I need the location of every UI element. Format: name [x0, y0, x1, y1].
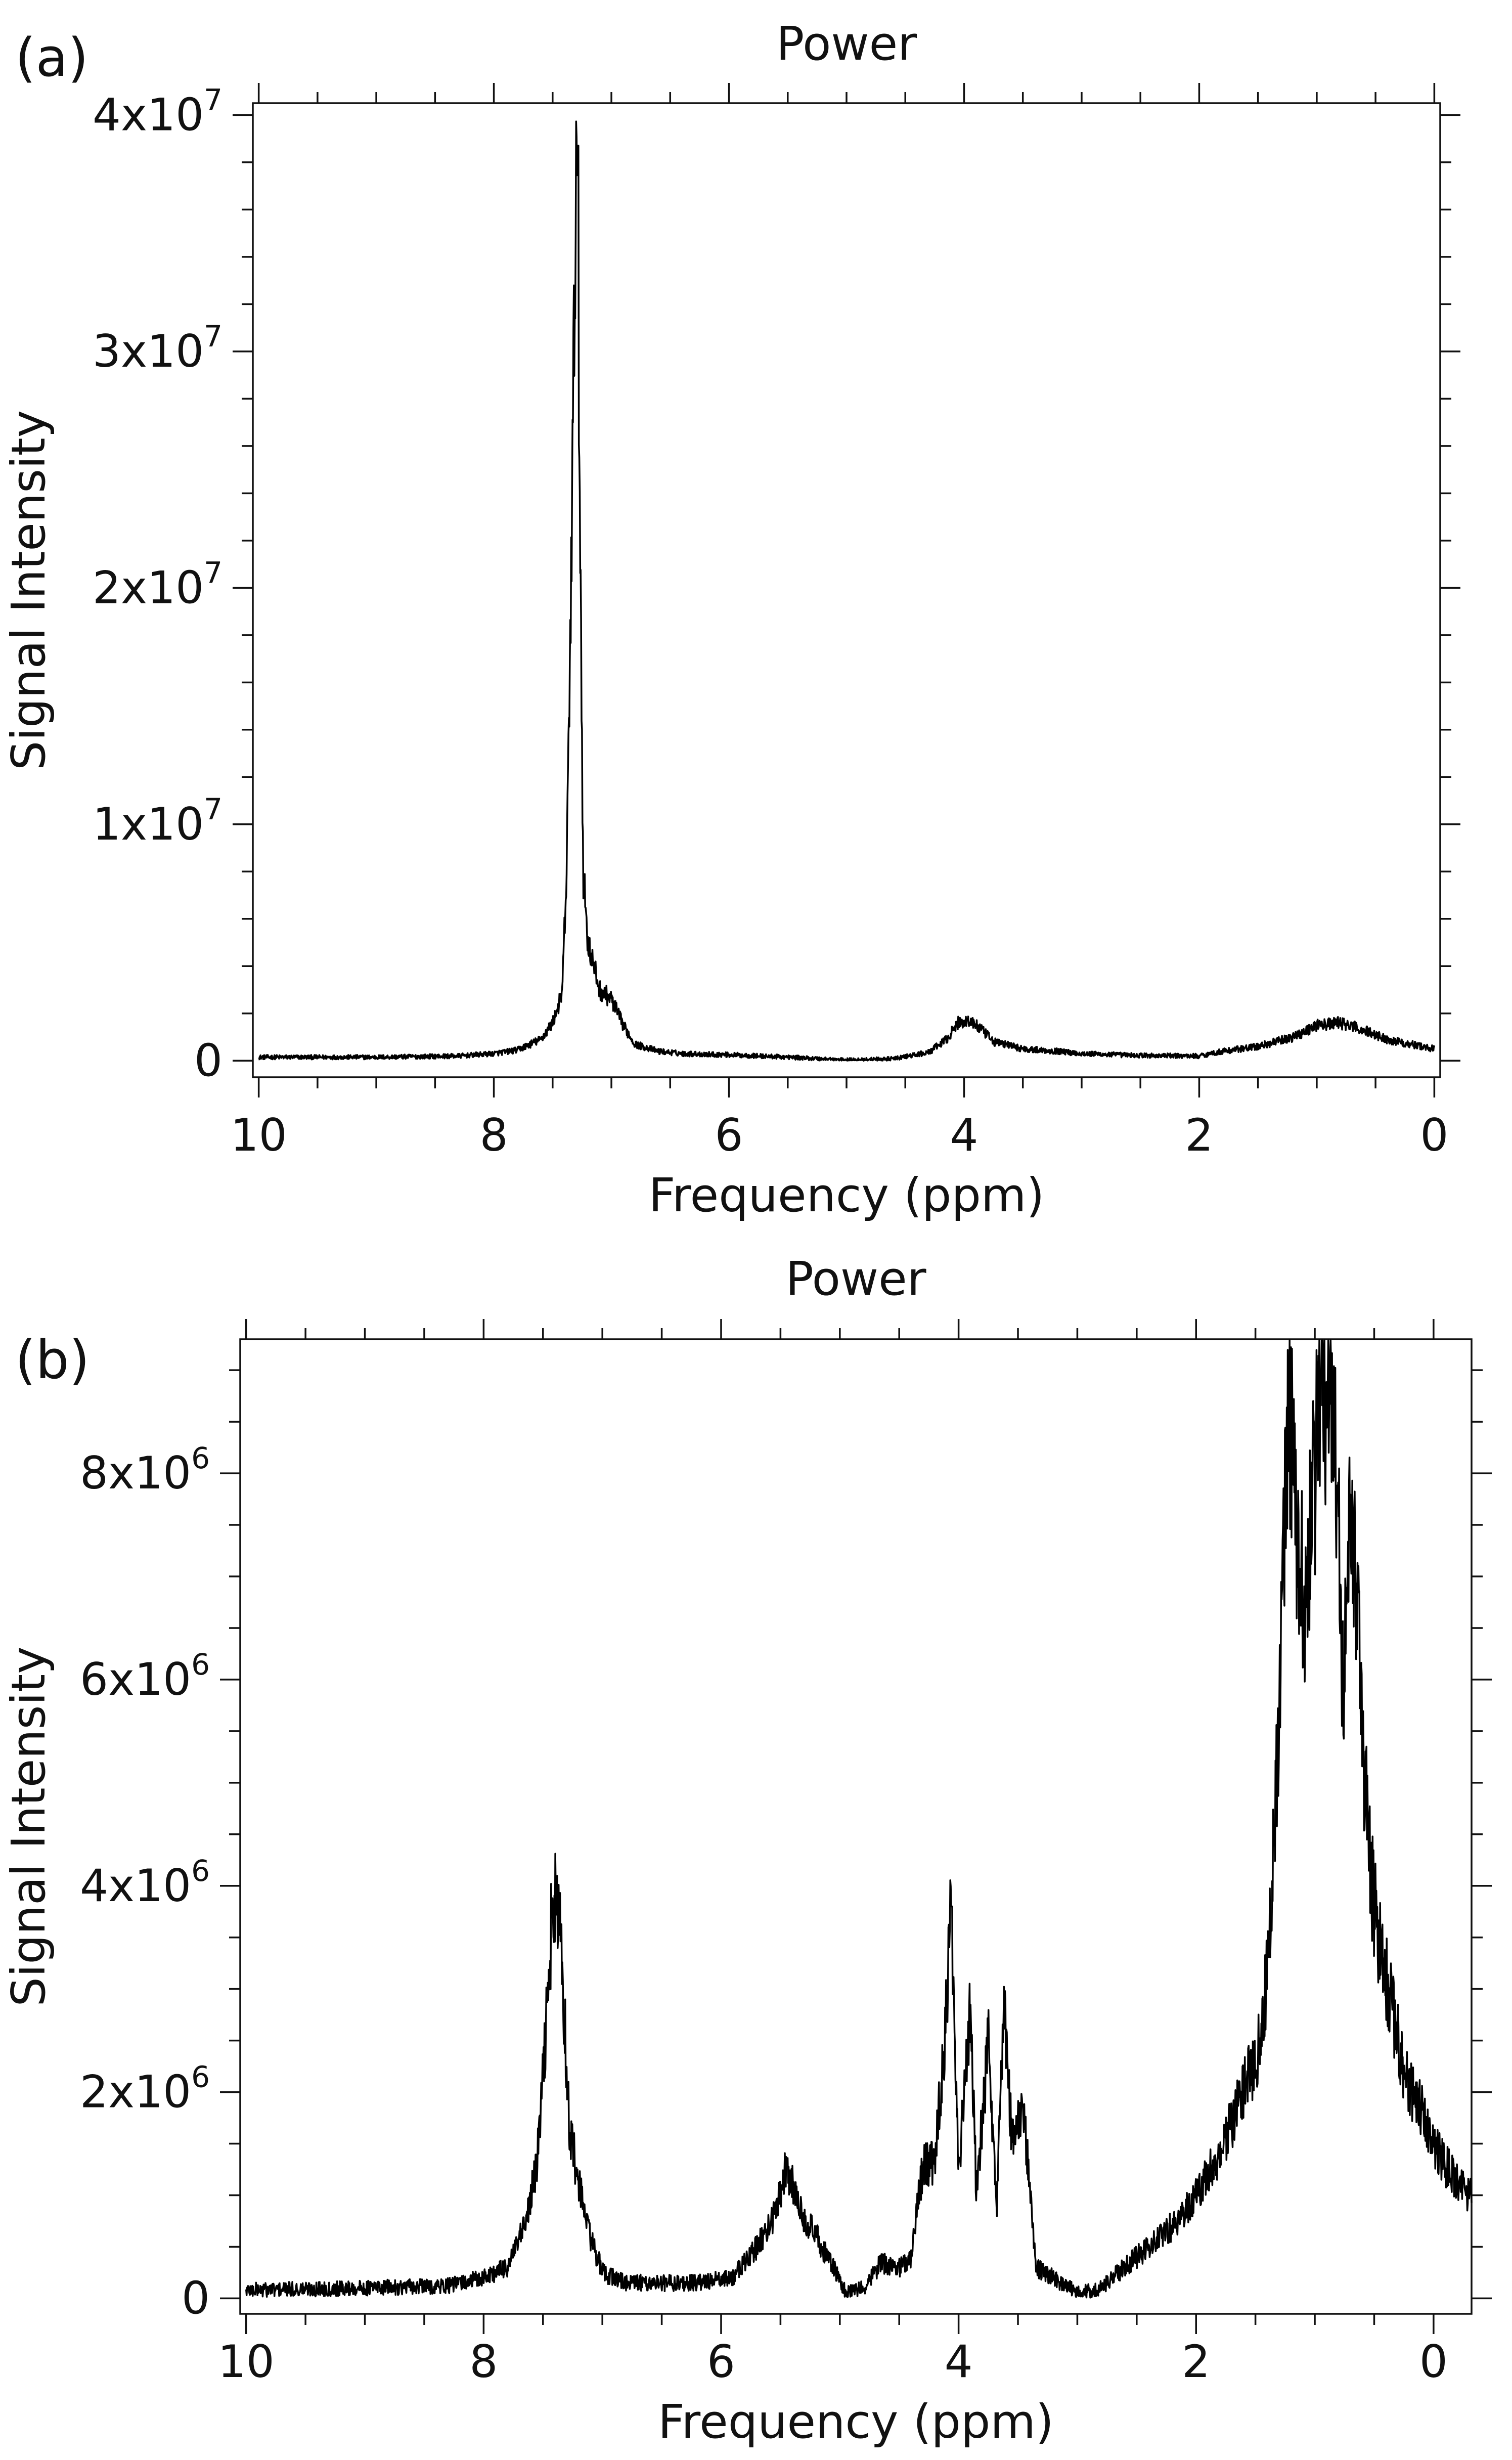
x-tick-label: 2	[1182, 2336, 1210, 2388]
x-tick-label: 4	[945, 2336, 973, 2388]
spectrum-trace	[258, 120, 1436, 1062]
y-tick-label: 0	[182, 2272, 210, 2324]
y-tick-label: 2x107	[93, 555, 223, 613]
x-tick-label: 0	[1420, 1109, 1448, 1161]
chart-title: Power	[776, 17, 917, 71]
y-tick-label: 1x107	[93, 792, 223, 850]
chart-panel-a: (a) Power Frequency (ppm) Signal Intensity 1…	[2, 17, 1460, 1222]
y-tick-label: 6x106	[80, 1647, 210, 1705]
y-tick-label: 4x106	[80, 1854, 210, 1912]
x-tick-label: 6	[715, 1109, 743, 1161]
y-tick-label: 2x106	[80, 2060, 210, 2118]
x-axis-label: Frequency (ppm)	[649, 1168, 1045, 1222]
spectrum-trace	[245, 1339, 1473, 2299]
y-axis-label: Signal Intensity	[2, 410, 56, 770]
y-axis-label: Signal Intensity	[2, 1646, 56, 2006]
y-tick-label: 3x107	[93, 319, 223, 377]
x-tick-label: 2	[1185, 1109, 1213, 1161]
x-tick-label: 8	[480, 1109, 508, 1161]
plot-frame	[239, 1338, 1473, 2315]
chart-title: Power	[785, 1252, 926, 1306]
x-tick-label: 6	[707, 2336, 735, 2388]
x-tick-label: 0	[1419, 2336, 1448, 2388]
y-tick-label: 8x106	[80, 1441, 210, 1499]
chart-panel-b: (b) Power Frequency (ppm) Signal Intensity 1…	[2, 1252, 1492, 2449]
x-tick-label: 4	[950, 1109, 978, 1161]
y-tick-label: 0	[194, 1034, 223, 1086]
x-tick-label: 10	[218, 2336, 275, 2388]
x-axis-label: Frequency (ppm)	[658, 2395, 1054, 2449]
y-tick-label: 4x107	[93, 82, 223, 141]
plot-frame	[252, 102, 1441, 1078]
panel-label: (a)	[15, 27, 88, 89]
x-tick-label: 10	[231, 1109, 287, 1161]
x-tick-label: 8	[469, 2336, 498, 2388]
panel-label: (b)	[15, 1329, 90, 1391]
